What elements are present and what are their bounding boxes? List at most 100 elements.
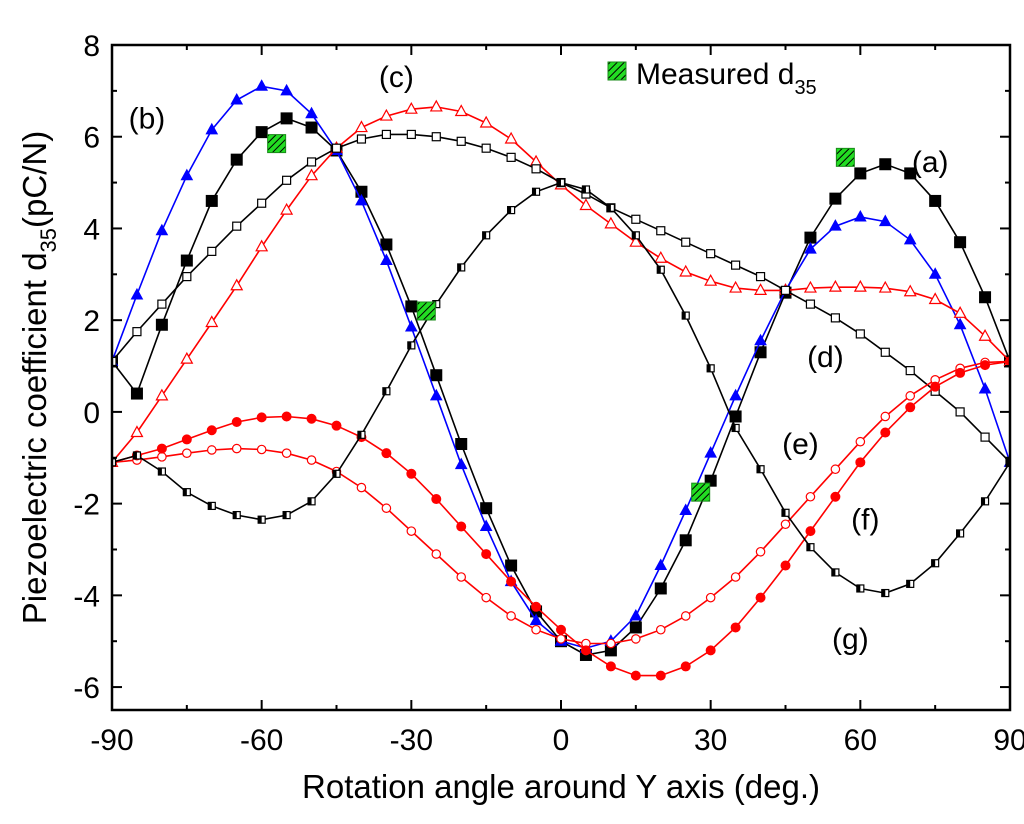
data-point — [505, 559, 518, 572]
data-point — [855, 436, 866, 447]
data-point — [206, 445, 217, 455]
data-point — [829, 192, 842, 205]
x-tick-label: 90 — [993, 724, 1024, 757]
plot-frame — [110, 43, 1012, 712]
data-point — [829, 219, 842, 231]
x-axis-title: Rotation angle around Y axis (deg.) — [302, 768, 820, 805]
data-point — [680, 661, 691, 672]
data-point — [130, 425, 144, 438]
data-point — [356, 482, 367, 493]
data-point — [382, 387, 391, 396]
data-point — [805, 526, 816, 537]
x-tick-label: 0 — [553, 724, 570, 757]
data-point — [853, 279, 867, 292]
data-point — [754, 333, 767, 346]
data-point — [479, 115, 493, 128]
curve-label: (b) — [129, 102, 166, 135]
data-point — [506, 152, 516, 162]
data-point — [232, 510, 241, 520]
data-point — [182, 272, 192, 282]
y-tick-label: 2 — [83, 305, 100, 338]
data-point — [529, 613, 543, 626]
data-point — [504, 131, 518, 144]
data-point — [479, 519, 493, 532]
data-point — [681, 237, 691, 247]
data-point — [654, 251, 668, 263]
series-2 — [112, 99, 1010, 467]
data-point — [879, 158, 892, 171]
data-point — [855, 329, 865, 339]
data-point — [856, 584, 865, 593]
data-point — [404, 101, 418, 114]
x-tick-label: 60 — [844, 724, 877, 757]
data-point — [556, 178, 566, 187]
data-point — [880, 427, 891, 438]
data-point — [1005, 458, 1010, 467]
legend-measured-label: Measured d35 — [636, 58, 817, 99]
data-point — [206, 425, 217, 436]
data-point — [828, 279, 842, 292]
measured-points — [267, 134, 855, 502]
data-point — [157, 467, 166, 476]
data-point — [980, 432, 990, 442]
series-4 — [112, 356, 1010, 649]
y-axis-title-sub: 35 — [36, 228, 61, 252]
data-point — [132, 327, 142, 337]
legend-measured-sub: 35 — [794, 77, 816, 99]
data-point — [978, 328, 992, 341]
data-point — [729, 388, 742, 401]
data-point — [480, 502, 493, 515]
data-point — [654, 582, 667, 595]
data-point — [955, 407, 965, 417]
data-point — [556, 624, 566, 635]
data-point — [430, 369, 443, 382]
data-point — [606, 638, 616, 649]
data-point — [953, 306, 967, 318]
data-point — [257, 515, 266, 524]
data-point — [481, 143, 491, 153]
data-point — [357, 430, 366, 439]
data-point — [404, 320, 418, 332]
data-point — [331, 420, 342, 431]
axes-frame — [110, 43, 1012, 712]
y-tick-label: -4 — [73, 580, 100, 613]
data-point — [679, 534, 692, 547]
data-point — [629, 621, 642, 634]
y-axis-title: Piezoelectric coefficient d35(pC/N) — [16, 131, 61, 624]
data-point — [481, 592, 491, 603]
data-point — [579, 198, 593, 211]
data-point — [155, 388, 169, 401]
data-point — [755, 592, 766, 603]
y-tick-label: 0 — [83, 397, 100, 430]
data-point — [429, 99, 443, 112]
data-point — [379, 108, 393, 121]
data-point — [979, 291, 992, 304]
data-point — [978, 381, 992, 394]
data-point — [955, 367, 966, 378]
data-point — [182, 448, 192, 458]
data-point — [731, 423, 740, 433]
data-point — [112, 356, 117, 367]
series-6 — [112, 178, 1010, 598]
data-point — [306, 157, 317, 167]
data-point — [756, 465, 765, 474]
series-line — [112, 85, 1010, 649]
data-point — [405, 300, 418, 313]
data-point — [205, 315, 219, 328]
data-point — [881, 588, 890, 598]
data-point — [332, 469, 341, 478]
data-point — [704, 273, 718, 286]
data-point — [656, 265, 665, 274]
data-point — [729, 280, 743, 293]
data-point — [381, 503, 392, 514]
data-point — [854, 167, 867, 180]
data-point — [355, 193, 368, 206]
data-point — [207, 246, 217, 256]
data-point — [281, 448, 292, 458]
data-point — [928, 267, 942, 279]
data-point — [257, 198, 267, 208]
ticks: -90 -60 -30 0 30 60 90 -6 -4 -2 0 2 4 6 8 — [73, 30, 1024, 757]
data-point — [853, 209, 867, 222]
data-point — [605, 661, 616, 672]
